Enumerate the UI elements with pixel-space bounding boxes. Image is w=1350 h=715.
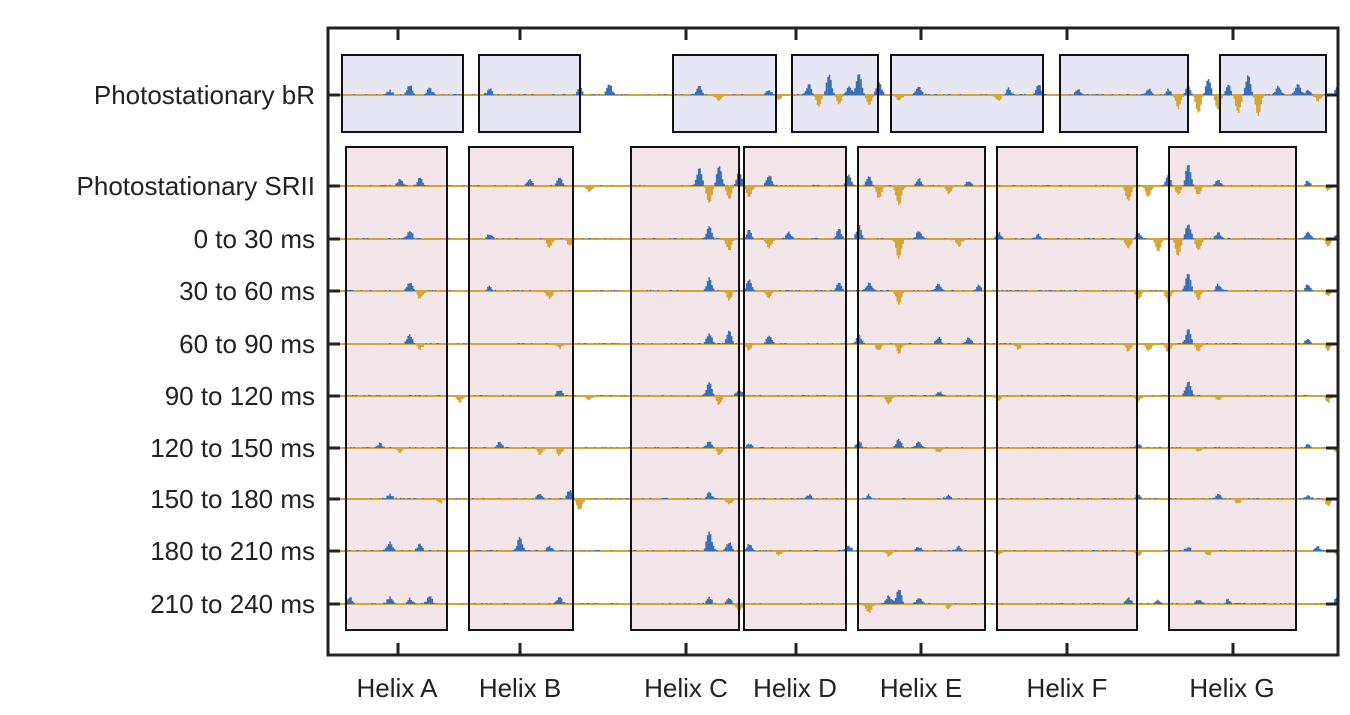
helix-labels: Helix A Helix B Helix C Helix D Helix E Helix… xyxy=(357,673,1275,703)
SRII-region-helix-e xyxy=(858,147,985,630)
x-label-helix-f: Helix F xyxy=(1027,673,1108,703)
SRII-region-helix-c xyxy=(631,147,739,630)
x-label-helix-d: Helix D xyxy=(753,673,837,703)
SRII-region-outline-helix-c xyxy=(630,146,740,631)
bR-region-outline-helix-b xyxy=(478,54,581,133)
row-label-120-to-150-ms: 120 to 150 ms xyxy=(150,433,315,463)
row-label-30-to-60-ms: 30 to 60 ms xyxy=(179,276,315,306)
bR-region-outline-helix-d xyxy=(791,54,879,133)
SRII-region-outline-helix-f xyxy=(996,146,1138,631)
row-label-photostationary-srii: Photostationary SRII xyxy=(77,171,315,201)
row-label-150-to-180-ms: 150 to 180 ms xyxy=(150,484,315,514)
SRII-region-helix-d xyxy=(744,147,846,630)
SRII-region-outline-helix-b xyxy=(468,146,574,631)
negative-trace-60-to-90-ms xyxy=(353,344,1336,354)
SRII-region-outline-helix-d xyxy=(743,146,847,631)
row-label-0-to-30-ms: 0 to 30 ms xyxy=(194,224,315,254)
x-label-helix-a: Helix A xyxy=(357,673,439,703)
bR-region-helix-b xyxy=(479,55,580,132)
positive-trace-150-to-180-ms xyxy=(369,490,1321,499)
plot-frame xyxy=(326,26,1340,657)
negative-trace-120-to-150-ms xyxy=(356,448,1339,456)
SRII-region-outline-helix-e xyxy=(857,146,986,631)
negative-trace-photostationary-srii xyxy=(347,186,1339,206)
x-label-helix-e: Helix E xyxy=(880,673,962,703)
SRII-region-helix-b xyxy=(469,147,573,630)
positive-trace-60-to-90-ms xyxy=(389,329,1338,344)
row-label-180-to-210-ms: 180 to 210 ms xyxy=(150,536,315,566)
positive-trace-0-to-30-ms xyxy=(356,224,1339,239)
positive-trace-90-to-120-ms xyxy=(347,381,1339,396)
bR-region-outline-helix-e xyxy=(890,54,1044,133)
row-labels: Photostationary bR Photostationary SRII 0 … xyxy=(77,80,315,619)
bR-region-helix-c xyxy=(673,55,776,132)
axis-ticks xyxy=(328,28,1338,655)
positive-trace-photostationary-br xyxy=(353,74,1339,95)
positive-trace-120-to-150-ms xyxy=(350,438,1326,448)
negative-trace-photostationary-br xyxy=(348,95,1324,116)
x-label-helix-c: Helix C xyxy=(644,673,728,703)
bR-region-helix-a xyxy=(342,55,463,132)
bR-region-outline-helix-f xyxy=(1059,54,1189,133)
bR-region-outline-helix-c xyxy=(672,54,777,133)
row-label-210-to-240-ms: 210 to 240 ms xyxy=(150,589,315,619)
x-label-helix-b: Helix B xyxy=(479,673,561,703)
bR-region-outline-helix-a xyxy=(341,54,464,133)
row-label-90-to-120-ms: 90 to 120 ms xyxy=(165,381,315,411)
x-label-helix-g: Helix G xyxy=(1189,673,1274,703)
negative-trace-180-to-210-ms xyxy=(347,551,1339,557)
row-label-60-to-90-ms: 60 to 90 ms xyxy=(179,329,315,359)
negative-trace-30-to-60-ms xyxy=(354,291,1338,305)
SRII-region-outline-helix-g xyxy=(1168,146,1297,631)
SRII-region-outline-helix-a xyxy=(345,146,448,631)
SRII-region-helix-f xyxy=(997,147,1137,630)
row-label-photostationary-br: Photostationary bR xyxy=(94,80,315,110)
negative-trace-210-to-240-ms xyxy=(362,604,1315,613)
SRII-region-helix-a xyxy=(346,147,447,630)
positive-trace-photostationary-srii xyxy=(351,165,1320,186)
